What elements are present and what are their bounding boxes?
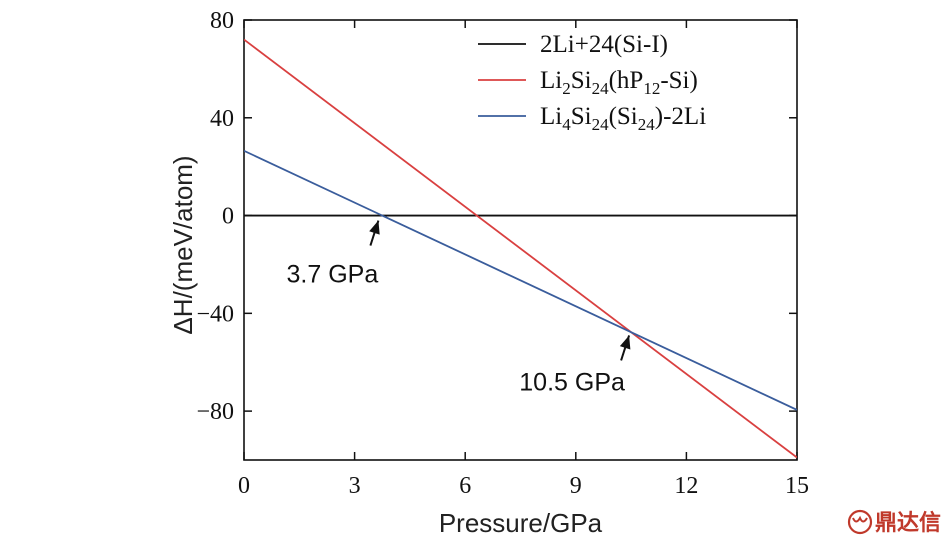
legend-text-part: 4 (562, 115, 571, 134)
legend-text-part: Si (571, 67, 592, 94)
legend-text-part: 2 (671, 103, 684, 130)
legend-text-part: 2 (562, 79, 571, 98)
legend-text-part: (Si (609, 103, 638, 130)
plot-area: 0 3 6 9 12 15 80 40 0 −40 −80 Pressure/GPa ΔH/(meV/a… (168, 8, 809, 538)
x-tick-label: 15 (785, 473, 809, 499)
annotation-label-0: 3.7 GPa (287, 261, 379, 289)
annotation-arrow-0-head (369, 220, 380, 235)
legend-text-part: Li (684, 103, 706, 130)
y-tick-label: 0 (222, 204, 234, 230)
legend-text-part: 24 (592, 79, 610, 98)
watermark-logo-mark (852, 515, 868, 523)
legend-text-part: 24 (592, 115, 610, 134)
x-tick-label: 0 (238, 473, 250, 499)
legend-text-part: (Si-I) (614, 31, 668, 58)
watermark-logo-icon (847, 509, 873, 535)
y-tick-label: −80 (196, 399, 234, 425)
legend-text-part: 12 (643, 79, 660, 98)
legend-text-part: Si (571, 103, 592, 130)
x-tick-label: 12 (674, 473, 698, 499)
watermark: 鼎达信 (847, 509, 941, 536)
x-axis-label: Pressure/GPa (439, 508, 603, 538)
legend-label-1: Li2Si24(hP12-Si) (540, 67, 698, 98)
x-tick-label: 9 (570, 473, 582, 499)
legend-text-part: Li (540, 103, 562, 130)
series-line-2 (244, 149, 797, 411)
plot-frame (243, 19, 798, 461)
legend-text-part: 24 (638, 115, 656, 134)
legend-text-part: Li+ (553, 31, 589, 58)
y-axis-label: ΔH/(meV/atom) (168, 155, 198, 334)
series-line-1 (244, 38, 797, 459)
legend-text-part: 2 (540, 31, 553, 58)
watermark-text: 鼎达信 (875, 510, 941, 536)
y-tick-label: −40 (196, 301, 234, 327)
legend-text-part: -Si) (660, 67, 698, 94)
x-tick-label: 6 (459, 473, 471, 499)
legend-text-part: Li (540, 67, 562, 94)
legend-text-part: (hP (609, 67, 644, 94)
legend-label-2: Li4Si24(Si24)-2Li (540, 103, 706, 134)
y-tick-label: 40 (210, 106, 234, 132)
annotation-arrow-1-head (619, 335, 631, 350)
annotation-label-1: 10.5 GPa (519, 368, 625, 396)
y-tick-label: 80 (210, 8, 234, 34)
legend-text-part: 24 (589, 31, 615, 58)
legend-text-part: )- (655, 103, 672, 130)
x-tick-label: 3 (349, 473, 361, 499)
legend-label-0: 2Li+24(Si-I) (540, 31, 668, 58)
